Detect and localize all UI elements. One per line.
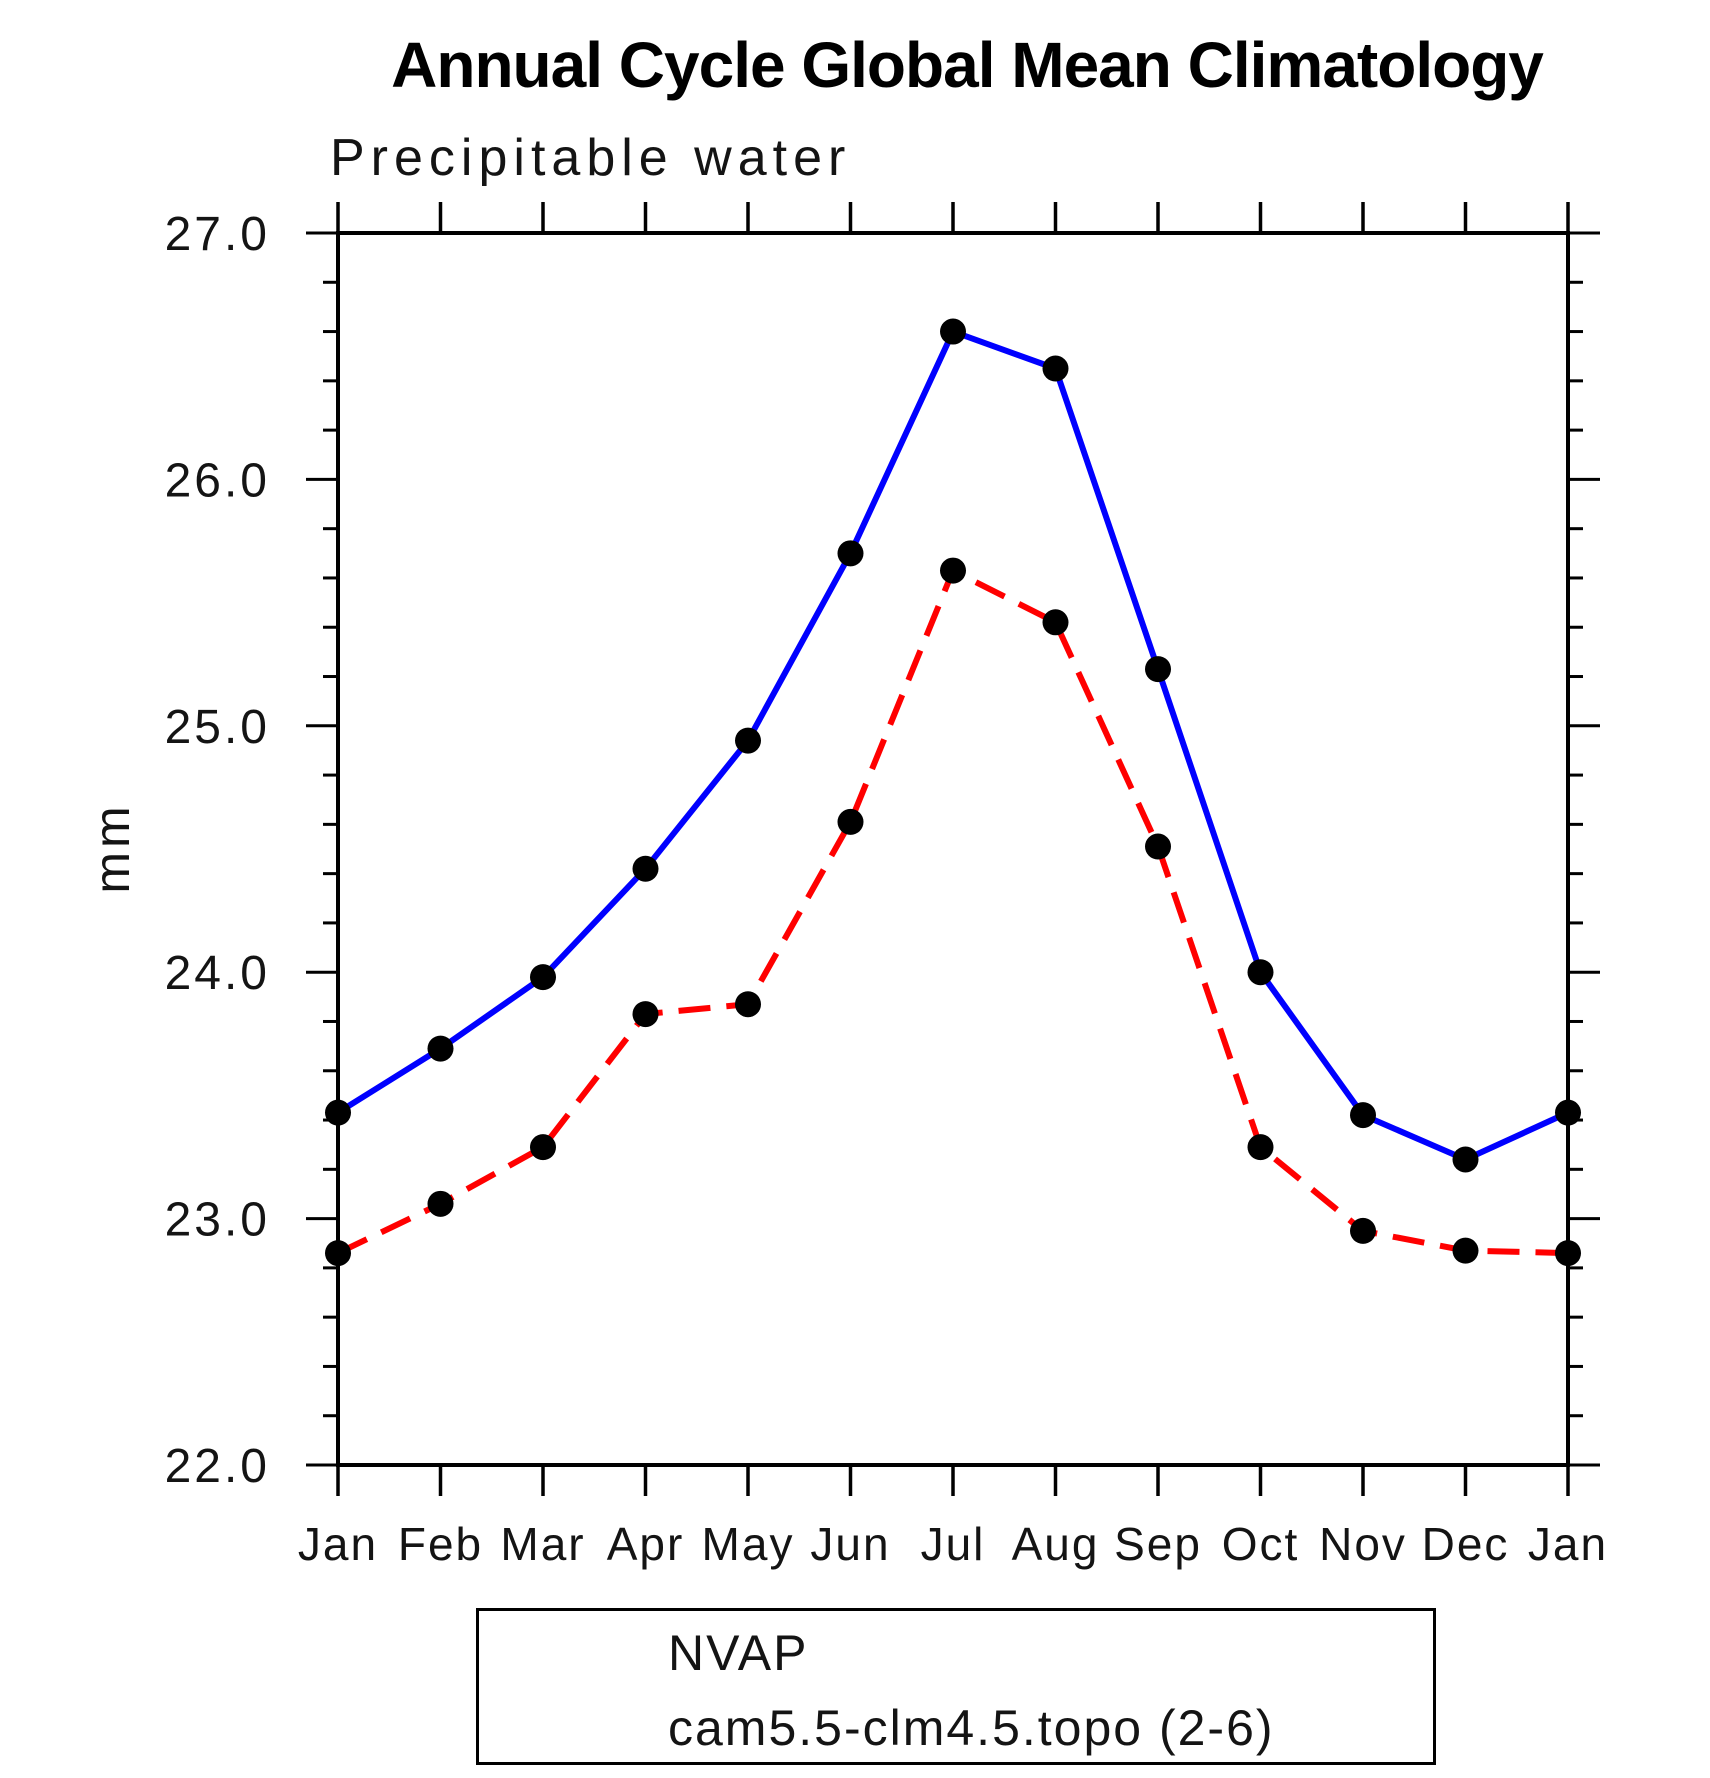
x-tick-label: Jan [298, 1518, 378, 1570]
series-marker [530, 1134, 556, 1161]
series-marker [1042, 355, 1069, 382]
x-tick-label: Oct [1222, 1518, 1300, 1570]
series-marker [1042, 609, 1069, 636]
y-tick-label: 22.0 [165, 1440, 270, 1493]
y-tick-label: 23.0 [165, 1194, 270, 1247]
series-marker [1452, 1146, 1479, 1173]
x-tick-label: Jan [1528, 1518, 1608, 1570]
x-tick-label: Dec [1422, 1518, 1510, 1570]
series-marker [1247, 959, 1274, 986]
series-marker [530, 964, 556, 991]
y-tick-label: 27.0 [165, 208, 270, 261]
series-marker [1145, 656, 1171, 683]
series-marker [1145, 833, 1171, 860]
series-marker [837, 808, 864, 835]
series-marker [940, 318, 966, 345]
legend [476, 1608, 1436, 1765]
chart-title: Annual Cycle Global Mean Climatology [391, 29, 1544, 101]
series-marker [325, 1240, 351, 1267]
legend-label-cam: cam5.5-clm4.5.topo (2-6) [668, 1700, 1275, 1756]
series-line-0 [336, 327, 1570, 1163]
series-marker [427, 1190, 454, 1217]
series-marker [1350, 1102, 1376, 1129]
series-marker [427, 1035, 454, 1062]
y-axis-label: mm [84, 802, 140, 894]
series-marker [1452, 1237, 1479, 1264]
series-marker [325, 1099, 351, 1126]
series-marker [940, 557, 966, 584]
y-tick-label: 25.0 [165, 701, 270, 754]
x-tick-label: May [702, 1518, 795, 1570]
x-tick-label: Sep [1114, 1518, 1202, 1570]
series-marker [1247, 1134, 1274, 1161]
series-marker [735, 727, 761, 754]
y-tick-label: 24.0 [165, 947, 270, 1000]
x-tick-label: Jul [921, 1518, 986, 1570]
x-tick-label: Mar [500, 1518, 585, 1570]
legend-label-nvap: NVAP [668, 1625, 809, 1681]
x-tick-label: Nov [1319, 1518, 1407, 1570]
x-tick-label: Feb [398, 1518, 483, 1570]
series-marker [837, 540, 864, 567]
series-marker [735, 991, 761, 1018]
x-tick-label: Apr [607, 1518, 685, 1570]
chart-subtitle: Precipitable water [330, 129, 852, 187]
series-line-1 [336, 566, 1569, 1257]
series-marker [1555, 1240, 1581, 1267]
series-marker [1350, 1217, 1376, 1244]
series-marker [632, 855, 659, 882]
x-tick-label: Jun [810, 1518, 890, 1570]
series-marker [632, 1001, 659, 1028]
y-tick-label: 26.0 [165, 454, 270, 507]
x-tick-label: Aug [1012, 1518, 1100, 1570]
plot-box [336, 231, 1570, 1467]
series-marker [1555, 1099, 1581, 1126]
